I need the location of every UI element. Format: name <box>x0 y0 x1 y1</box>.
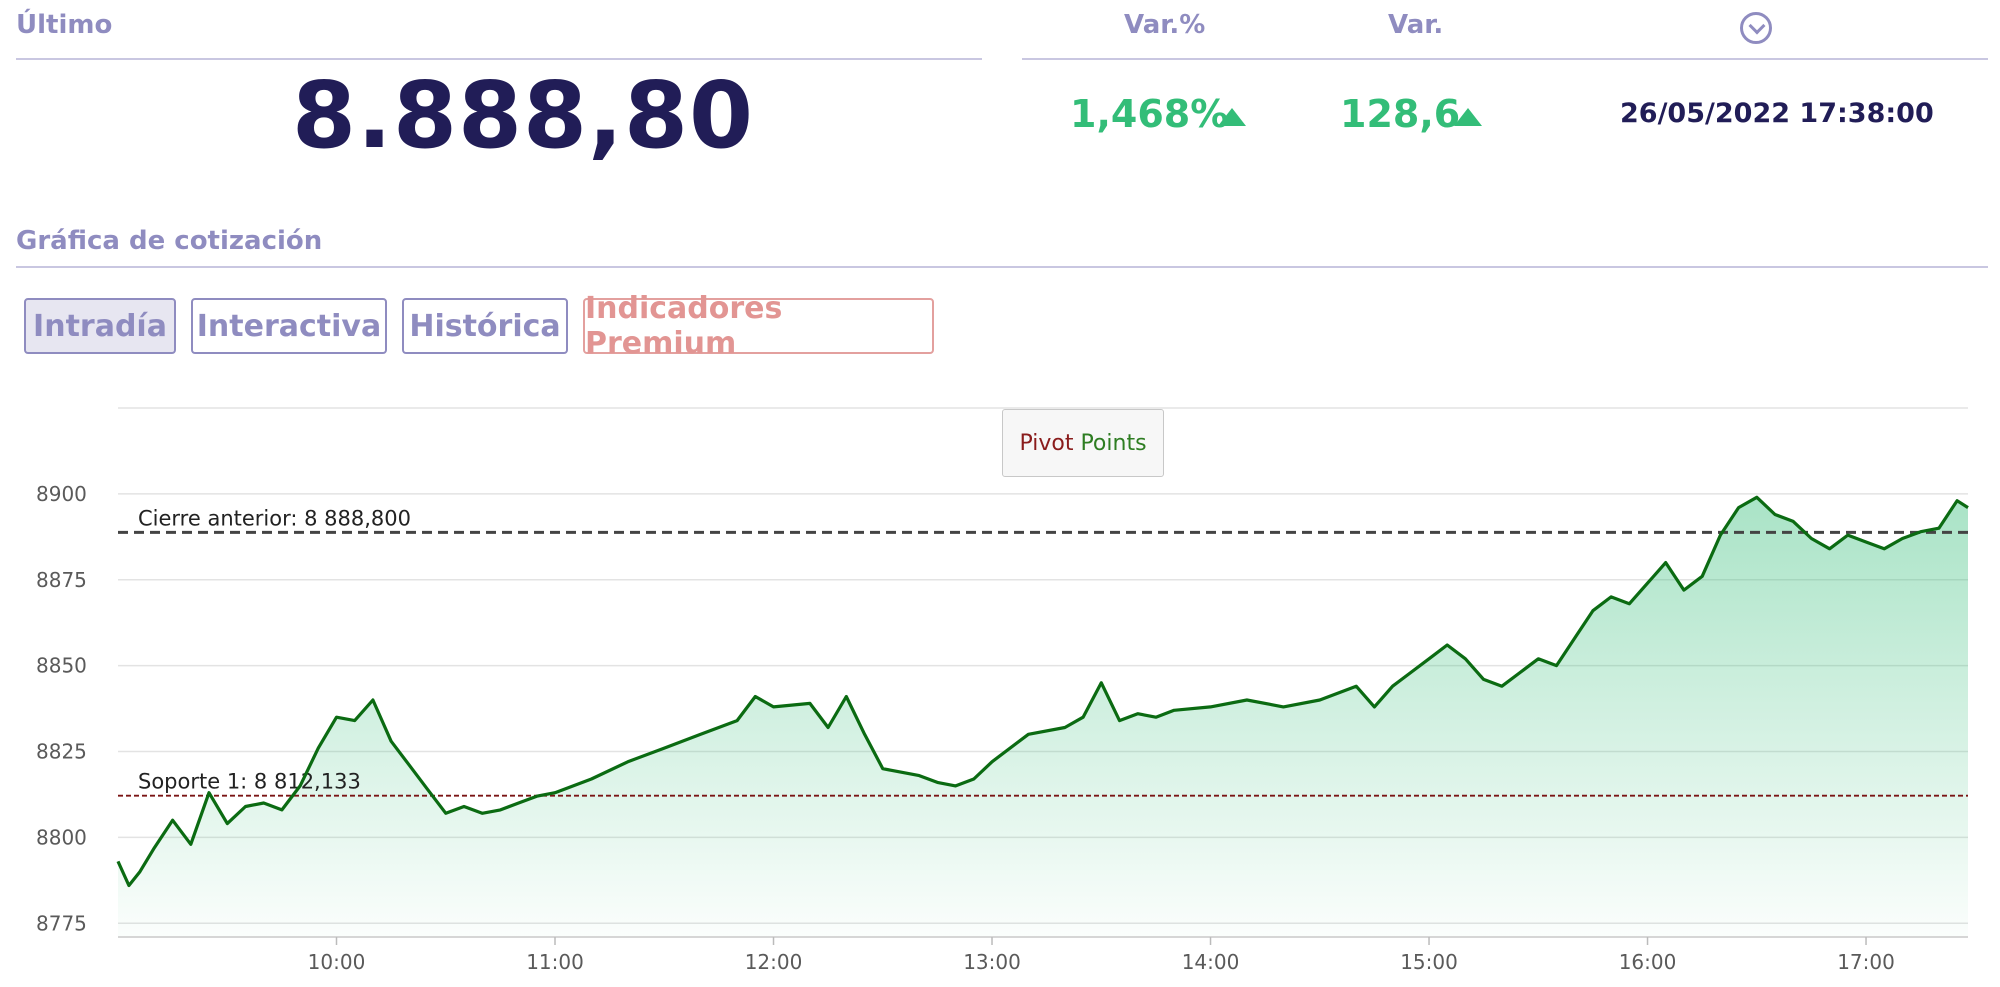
y-tick-label: 8800 <box>36 825 87 849</box>
x-tick-label: 12:00 <box>745 950 803 974</box>
y-tick-label: 8825 <box>36 740 87 764</box>
price-line <box>116 495 1969 888</box>
x-tick-label: 11:00 <box>526 950 584 974</box>
triangle-up-icon <box>1218 108 1246 126</box>
x-tick-label: 13:00 <box>963 950 1021 974</box>
chart-section-rule <box>16 266 1988 268</box>
var-pct-value: 1,468% <box>1070 92 1229 136</box>
support-1-label: Soporte 1: 8 812,133 <box>138 770 361 794</box>
pivot-points-button[interactable]: Pivot Points <box>1002 409 1164 477</box>
chart-section-title: Gráfica de cotización <box>16 226 323 256</box>
y-tick-label: 8850 <box>36 654 87 678</box>
pivot-label: Pivot <box>1019 430 1074 456</box>
header-rule-left <box>16 58 982 60</box>
x-tick-label: 15:00 <box>1400 950 1458 974</box>
previous-close-label: Cierre anterior: 8 888,800 <box>138 506 411 530</box>
x-tick-label: 17:00 <box>1837 950 1895 974</box>
tab-intradia[interactable]: Intradía <box>24 298 176 354</box>
var-value: 128,6 <box>1340 92 1461 136</box>
y-tick-label: 8775 <box>36 911 87 935</box>
price-area <box>118 497 1968 937</box>
y-tick-label: 8900 <box>36 482 87 506</box>
last-label: Último <box>16 10 113 40</box>
x-tick-label: 14:00 <box>1182 950 1240 974</box>
chevron-down-circle-icon[interactable] <box>1740 12 1772 44</box>
points-label: Points <box>1080 430 1147 456</box>
x-tick-label: 10:00 <box>308 950 366 974</box>
var-pct-label: Var.% <box>1124 10 1206 40</box>
tab-interactiva[interactable]: Interactiva <box>191 298 387 354</box>
x-tick-label: 16:00 <box>1619 950 1677 974</box>
y-tick-label: 8875 <box>36 568 87 592</box>
triangle-up-icon <box>1454 108 1482 126</box>
header-rule-right <box>1022 58 1988 60</box>
last-price: 8.888,80 <box>292 62 754 169</box>
timestamp: 26/05/2022 17:38:00 <box>1620 98 1934 129</box>
tab-historica[interactable]: Histórica <box>402 298 568 354</box>
var-label: Var. <box>1388 10 1444 40</box>
